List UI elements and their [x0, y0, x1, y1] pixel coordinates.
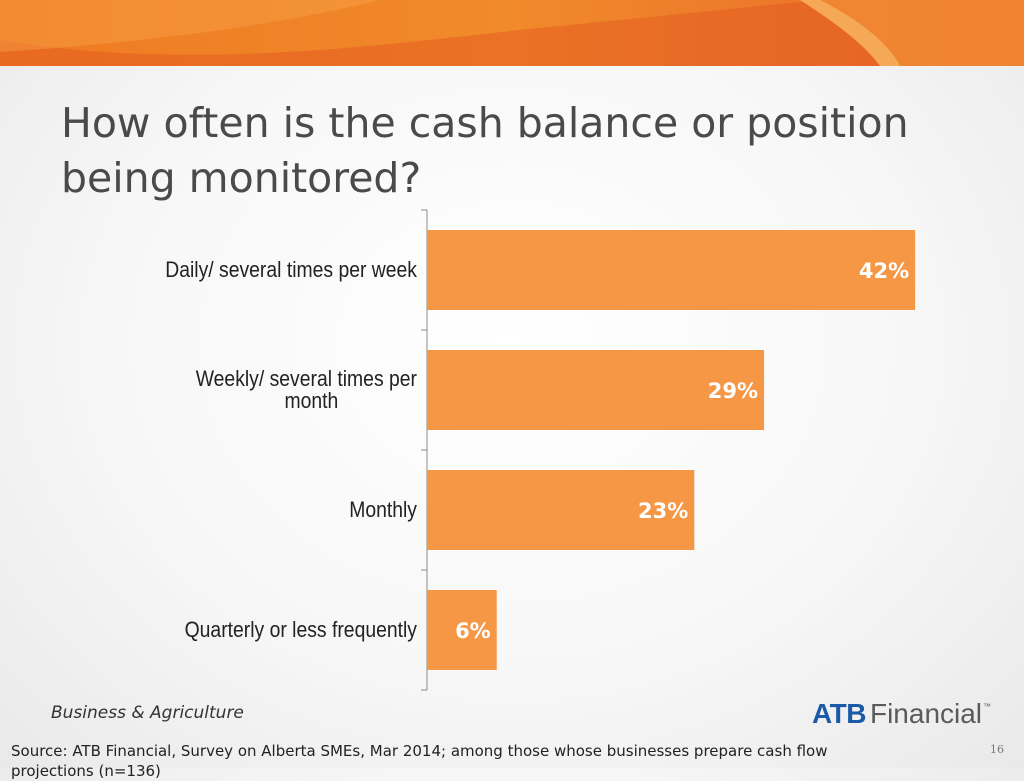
- atb-financial-logo: ATB Financial ™: [812, 698, 991, 730]
- header-banner: [0, 0, 1024, 66]
- chart-category-labels: Daily/ several times per week Weekly/ sev…: [165, 258, 417, 642]
- bar-chart: Daily/ several times per week Weekly/ sev…: [165, 209, 916, 691]
- page-number: 16: [990, 743, 1004, 756]
- category-label: Monthly: [349, 498, 417, 522]
- bar: [427, 350, 765, 430]
- chart-bars: [427, 230, 916, 670]
- division-label: Business & Agriculture: [51, 703, 244, 723]
- bar: [427, 230, 916, 310]
- bar-value-label: 6%: [455, 619, 491, 643]
- source-note: Source: ATB Financial, Survey on Alberta…: [11, 742, 828, 780]
- category-label: Quarterly or less frequently: [185, 618, 418, 642]
- bar: [427, 470, 695, 550]
- page-title: How often is the cash balance or positio…: [61, 99, 909, 202]
- bar: [427, 590, 497, 670]
- chart-data-labels: 42% 29% 23% 6%: [455, 259, 909, 643]
- category-label: month: [284, 389, 338, 413]
- logo-atb-text: ATB: [812, 698, 866, 729]
- chart-axis: [421, 209, 428, 691]
- category-label: Weekly/ several times per: [196, 367, 417, 391]
- bar-value-label: 29%: [708, 379, 758, 403]
- category-label: Daily/ several times per week: [165, 258, 417, 282]
- logo-trademark: ™: [983, 702, 992, 711]
- bar-value-label: 23%: [638, 499, 688, 523]
- bar-value-label: 42%: [859, 259, 909, 283]
- logo-financial-text: Financial: [869, 698, 983, 729]
